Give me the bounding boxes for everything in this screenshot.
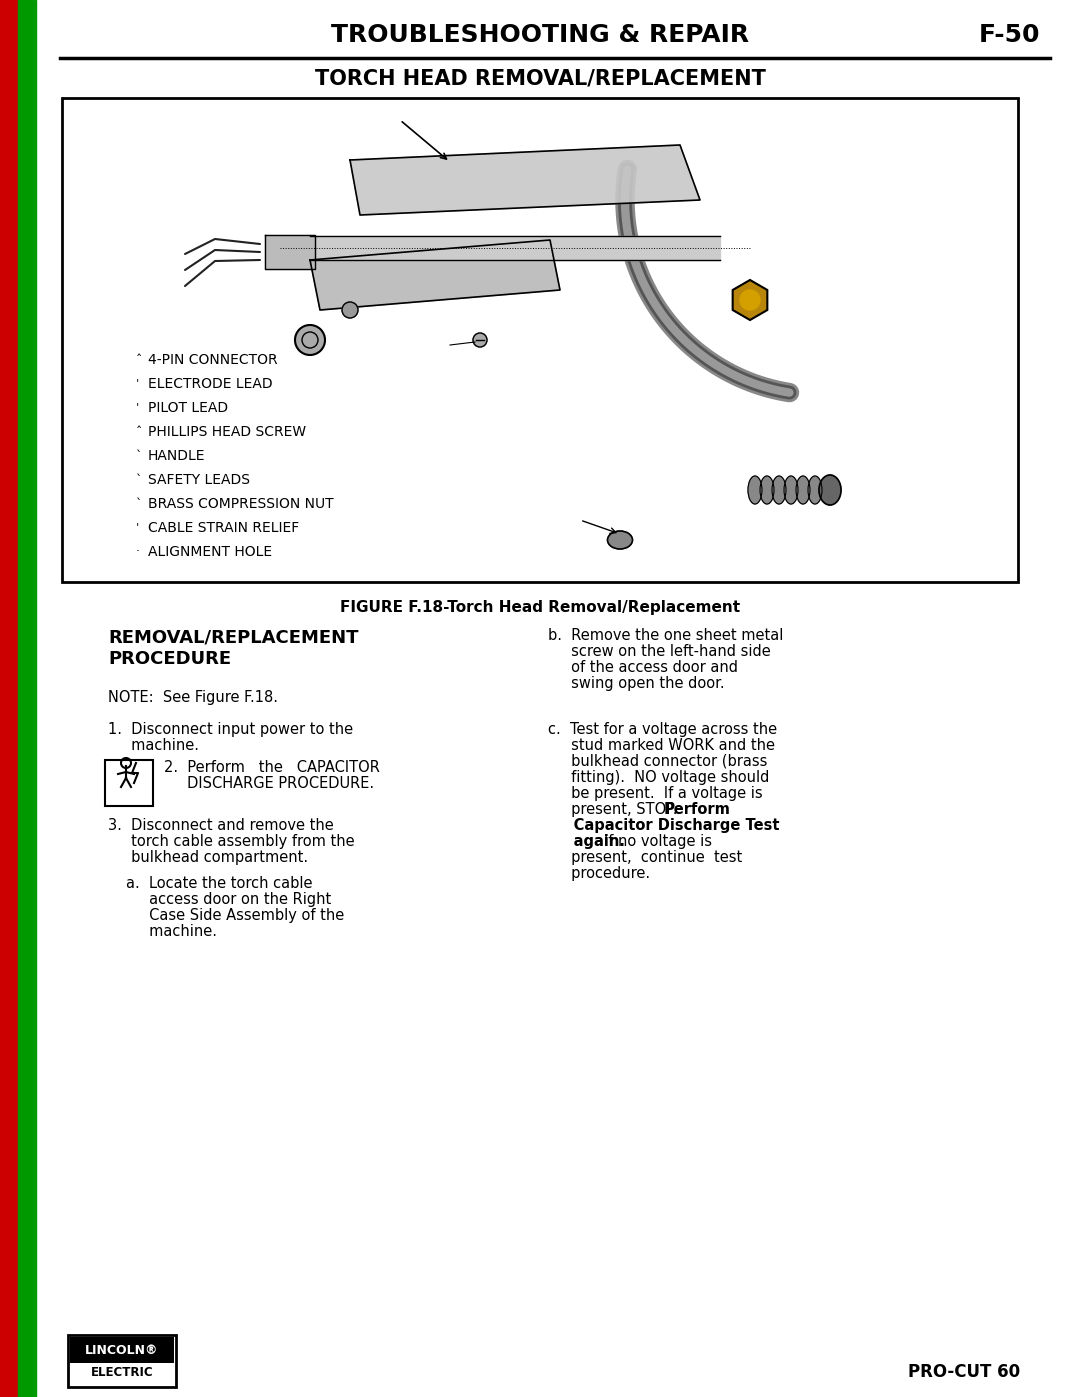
Polygon shape bbox=[350, 145, 700, 215]
Text: 1.  Disconnect input power to the: 1. Disconnect input power to the bbox=[108, 722, 353, 738]
Text: DISCHARGE PROCEDURE.: DISCHARGE PROCEDURE. bbox=[164, 775, 374, 791]
Text: machine.: machine. bbox=[126, 923, 217, 939]
Text: PHILLIPS HEAD SCREW: PHILLIPS HEAD SCREW bbox=[148, 425, 306, 439]
Polygon shape bbox=[310, 240, 561, 310]
Text: FIGURE F.18-Torch Head Removal/Replacement: FIGURE F.18-Torch Head Removal/Replaceme… bbox=[340, 599, 740, 615]
Text: PRO-CUT 60: PRO-CUT 60 bbox=[908, 1363, 1020, 1382]
Ellipse shape bbox=[607, 531, 633, 549]
Text: TROUBLESHOOTING & REPAIR: TROUBLESHOOTING & REPAIR bbox=[330, 22, 750, 47]
Ellipse shape bbox=[748, 476, 762, 504]
Bar bbox=[0, 0, 18, 1397]
Text: Return to Section TOC: Return to Section TOC bbox=[4, 208, 14, 292]
Circle shape bbox=[342, 302, 357, 319]
Ellipse shape bbox=[772, 476, 786, 504]
Bar bbox=[70, 1337, 174, 1363]
Text: 2.  Perform   the   CAPACITOR: 2. Perform the CAPACITOR bbox=[164, 760, 380, 775]
Text: Return to Master TOC: Return to Master TOC bbox=[23, 208, 31, 292]
Text: ELECTRIC: ELECTRIC bbox=[91, 1366, 153, 1379]
Text: ELECTRODE LEAD: ELECTRODE LEAD bbox=[148, 377, 272, 391]
Text: Return to Section TOC: Return to Section TOC bbox=[4, 827, 14, 912]
Text: Perform: Perform bbox=[664, 802, 731, 817]
Text: bulkhead connector (brass: bulkhead connector (brass bbox=[548, 754, 768, 768]
Text: Case Side Assembly of the: Case Side Assembly of the bbox=[126, 908, 345, 923]
Text: TORCH HEAD REMOVAL/REPLACEMENT: TORCH HEAD REMOVAL/REPLACEMENT bbox=[314, 68, 766, 88]
Text: Return to Master TOC: Return to Master TOC bbox=[23, 828, 31, 911]
Text: ˋ: ˋ bbox=[136, 497, 143, 510]
Text: present,  continue  test: present, continue test bbox=[548, 849, 742, 865]
Text: screw on the left-hand side: screw on the left-hand side bbox=[548, 644, 771, 659]
Text: 4-PIN CONNECTOR: 4-PIN CONNECTOR bbox=[148, 353, 278, 367]
Text: Return to Master TOC: Return to Master TOC bbox=[23, 489, 31, 571]
Text: Return to Section TOC: Return to Section TOC bbox=[4, 1158, 14, 1242]
Text: HANDLE: HANDLE bbox=[148, 448, 205, 462]
Text: again.: again. bbox=[548, 834, 635, 849]
Text: ˈ: ˈ bbox=[136, 401, 139, 415]
Ellipse shape bbox=[760, 476, 774, 504]
Circle shape bbox=[473, 332, 487, 346]
Text: ˋ: ˋ bbox=[136, 450, 143, 462]
Text: a.  Locate the torch cable: a. Locate the torch cable bbox=[126, 876, 312, 891]
Circle shape bbox=[740, 291, 760, 310]
Text: SAFETY LEADS: SAFETY LEADS bbox=[148, 474, 249, 488]
Text: bulkhead compartment.: bulkhead compartment. bbox=[108, 849, 308, 865]
Text: ˋ: ˋ bbox=[136, 474, 143, 486]
Ellipse shape bbox=[808, 476, 822, 504]
Text: fitting).  NO voltage should: fitting). NO voltage should bbox=[548, 770, 769, 785]
Ellipse shape bbox=[784, 476, 798, 504]
Text: ˈ: ˈ bbox=[136, 521, 139, 535]
Text: If no voltage is: If no voltage is bbox=[604, 834, 712, 849]
Text: machine.: machine. bbox=[108, 738, 199, 753]
Text: b.  Remove the one sheet metal: b. Remove the one sheet metal bbox=[548, 629, 783, 643]
Text: PILOT LEAD: PILOT LEAD bbox=[148, 401, 228, 415]
Text: 3.  Disconnect and remove the: 3. Disconnect and remove the bbox=[108, 819, 334, 833]
Text: present, STOP.: present, STOP. bbox=[548, 802, 687, 817]
Text: NOTE:  See Figure F.18.: NOTE: See Figure F.18. bbox=[108, 690, 278, 705]
Text: Capacitor Discharge Test: Capacitor Discharge Test bbox=[548, 819, 780, 833]
Text: c.  Test for a voltage across the: c. Test for a voltage across the bbox=[548, 722, 778, 738]
Text: LINCOLN®: LINCOLN® bbox=[85, 1344, 159, 1356]
Text: ˆ: ˆ bbox=[136, 353, 143, 366]
Text: Return to Master TOC: Return to Master TOC bbox=[23, 1158, 31, 1242]
Text: BRASS COMPRESSION NUT: BRASS COMPRESSION NUT bbox=[148, 497, 334, 511]
Text: PROCEDURE: PROCEDURE bbox=[108, 650, 231, 668]
Text: F-50: F-50 bbox=[978, 22, 1040, 47]
Text: ALIGNMENT HOLE: ALIGNMENT HOLE bbox=[148, 545, 272, 559]
Ellipse shape bbox=[819, 475, 841, 504]
Bar bbox=[105, 760, 153, 806]
Bar bbox=[18, 0, 36, 1397]
Text: ·: · bbox=[136, 545, 140, 559]
Text: swing open the door.: swing open the door. bbox=[548, 676, 725, 692]
Text: ˆ: ˆ bbox=[136, 426, 143, 439]
Text: Return to Section TOC: Return to Section TOC bbox=[4, 488, 14, 573]
Text: access door on the Right: access door on the Right bbox=[126, 893, 332, 907]
Circle shape bbox=[295, 326, 325, 355]
Text: procedure.: procedure. bbox=[548, 866, 650, 882]
Text: of the access door and: of the access door and bbox=[548, 659, 738, 675]
Bar bbox=[62, 98, 1018, 583]
Text: torch cable assembly from the: torch cable assembly from the bbox=[108, 834, 354, 849]
Ellipse shape bbox=[796, 476, 810, 504]
Text: ˈ: ˈ bbox=[136, 377, 139, 391]
Text: stud marked WORK and the: stud marked WORK and the bbox=[548, 738, 775, 753]
Text: CABLE STRAIN RELIEF: CABLE STRAIN RELIEF bbox=[148, 521, 299, 535]
Text: REMOVAL/REPLACEMENT: REMOVAL/REPLACEMENT bbox=[108, 629, 359, 645]
Bar bbox=[68, 1336, 176, 1387]
Text: be present.  If a voltage is: be present. If a voltage is bbox=[548, 787, 762, 800]
